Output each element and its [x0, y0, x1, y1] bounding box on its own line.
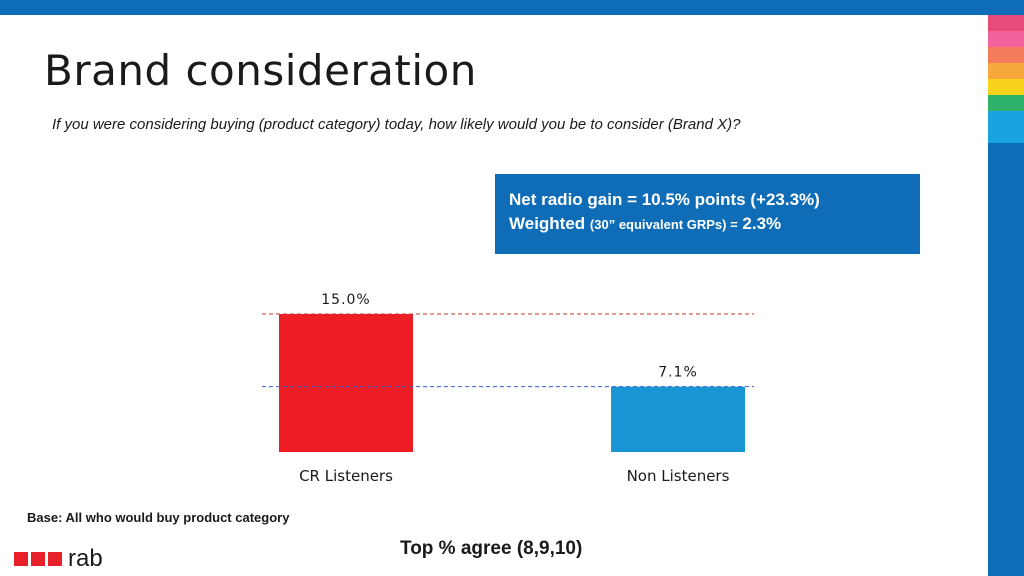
logo-square-2	[31, 552, 45, 566]
color-stripe	[988, 63, 1024, 79]
bar-chart: 15.0% CR Listeners 7.1% Non Listeners	[262, 292, 754, 485]
bar	[279, 314, 413, 452]
logo-text: rab	[68, 545, 103, 572]
color-stripe	[988, 47, 1024, 63]
callout-weighted-label: Weighted	[509, 214, 586, 233]
footer-label: Top % agree (8,9,10)	[400, 538, 583, 559]
page-title: Brand consideration	[44, 46, 477, 95]
logo-square-3	[48, 552, 62, 566]
color-stripe	[988, 79, 1024, 95]
category-label: CR Listeners	[299, 467, 393, 485]
rab-logo: rab	[14, 545, 103, 572]
callout-line-2: Weighted (30” equivalent GRPs) = 2.3%	[509, 212, 920, 237]
callout-line-1: Net radio gain = 10.5% points (+23.3%)	[509, 190, 820, 209]
color-stripe	[988, 15, 1024, 31]
callout-grp-note: (30” equivalent GRPs) =	[589, 217, 738, 232]
data-label: 15.0%	[321, 292, 370, 308]
color-stripe	[988, 95, 1024, 111]
logo-square-1	[14, 552, 28, 566]
base-note: Base: All who would buy product category	[27, 510, 290, 525]
callout-weighted-value: 2.3%	[742, 214, 782, 233]
color-stripe	[988, 31, 1024, 47]
survey-question: If you were considering buying (product …	[52, 116, 741, 133]
data-label: 7.1%	[658, 365, 698, 381]
net-gain-callout: Net radio gain = 10.5% points (+23.3%) W…	[495, 174, 920, 254]
top-banner-bar	[0, 0, 1024, 15]
color-stripe	[988, 111, 1024, 143]
bar	[611, 386, 745, 452]
category-label: Non Listeners	[627, 467, 730, 485]
